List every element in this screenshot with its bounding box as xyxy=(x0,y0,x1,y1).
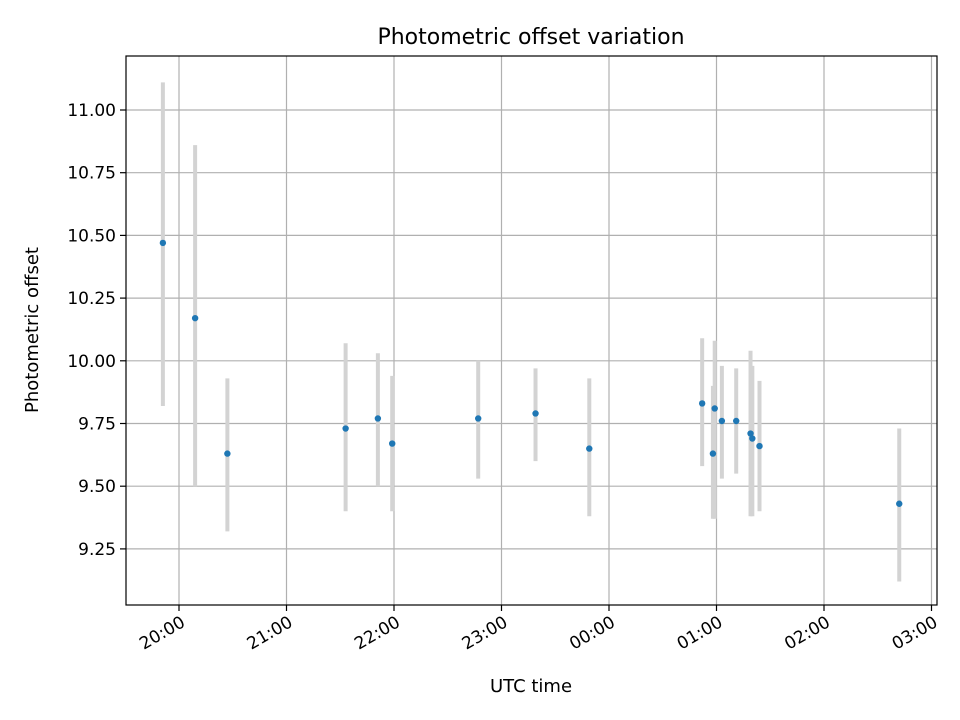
y-tick-label: 10.00 xyxy=(67,352,116,372)
x-axis-label: UTC time xyxy=(490,676,572,697)
data-point xyxy=(191,314,199,322)
data-point xyxy=(747,430,754,437)
grid-lines xyxy=(126,56,937,605)
data-point xyxy=(709,450,717,457)
x-tick-label: 22:00 xyxy=(351,612,403,654)
data-point xyxy=(756,442,763,450)
data-point xyxy=(342,425,349,432)
axis-ticks: 20:00 21:00 22:00 23:00 00:00 01:00 02:00 03:00… xyxy=(67,101,941,654)
data-point xyxy=(374,415,382,422)
x-tick-label: 23:00 xyxy=(459,612,511,654)
data-point xyxy=(389,440,396,447)
y-tick-label: 9.25 xyxy=(78,540,116,560)
data-point xyxy=(698,400,706,407)
y-tick-label: 10.75 xyxy=(67,164,116,184)
data-point xyxy=(749,435,756,442)
data-points xyxy=(159,239,903,507)
x-tick-label: 01:00 xyxy=(674,612,726,654)
x-tick-label: 21:00 xyxy=(244,612,296,654)
data-point xyxy=(896,500,903,507)
x-tick-label: 20:00 xyxy=(136,612,188,654)
y-tick-label: 10.25 xyxy=(67,289,116,309)
data-point xyxy=(475,415,482,422)
y-tick-label: 10.50 xyxy=(67,226,116,246)
data-point xyxy=(159,239,167,247)
data-point xyxy=(733,417,740,425)
y-tick-label: 11.00 xyxy=(67,101,116,121)
data-point xyxy=(586,445,593,452)
data-point xyxy=(224,450,231,457)
x-tick-label: 03:00 xyxy=(889,612,941,654)
data-point xyxy=(532,410,539,417)
plot-frame xyxy=(125,55,938,606)
x-tick-label: 00:00 xyxy=(566,612,618,654)
y-axis-label: Photometric offset xyxy=(22,247,43,413)
chart-title: Photometric offset variation xyxy=(377,25,684,50)
x-tick-label: 02:00 xyxy=(781,612,833,654)
error-bars xyxy=(160,82,902,582)
y-tick-label: 9.75 xyxy=(78,415,116,435)
data-point xyxy=(711,405,718,412)
y-tick-label: 9.50 xyxy=(78,477,116,497)
data-point xyxy=(718,417,726,425)
